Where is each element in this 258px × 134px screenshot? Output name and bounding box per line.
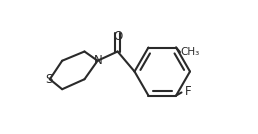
Text: S: S — [45, 73, 53, 86]
Text: N: N — [94, 54, 103, 67]
Text: O: O — [113, 30, 122, 43]
Text: F: F — [184, 85, 191, 98]
Text: CH₃: CH₃ — [180, 47, 199, 57]
